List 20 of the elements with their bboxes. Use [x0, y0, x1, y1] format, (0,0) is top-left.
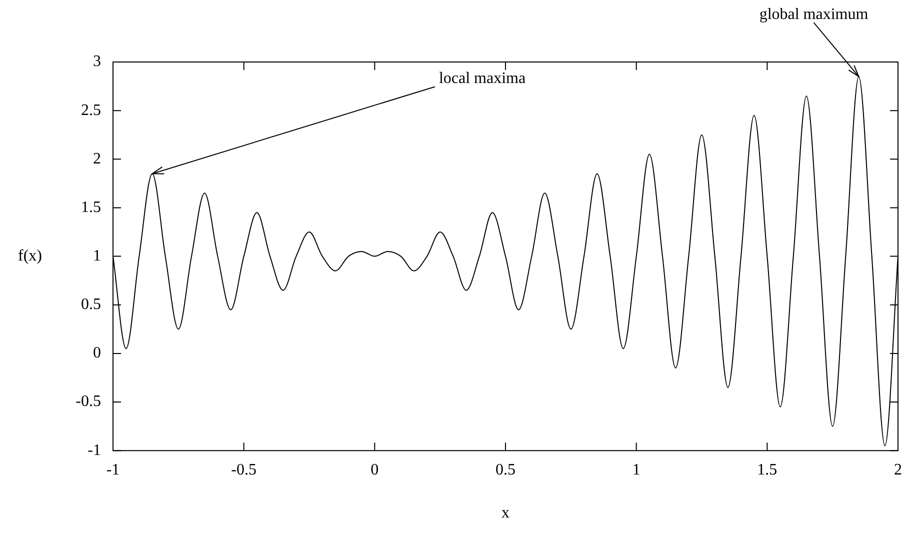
- annotation: global maximum: [759, 6, 869, 23]
- y-tick-label: -0.5: [76, 393, 101, 410]
- y-tick-label: 1: [93, 248, 101, 265]
- x-tick-label: -1: [106, 461, 120, 478]
- y-tick-label: 3: [93, 53, 101, 70]
- y-tick-label: -1: [88, 442, 101, 459]
- y-tick-label: 2: [93, 150, 101, 168]
- x-tick-label: 0: [370, 461, 379, 478]
- y-tick-label: 2.5: [81, 102, 101, 119]
- annotation: local maxima: [438, 70, 526, 87]
- y-tick-label: 1.5: [81, 198, 101, 216]
- x-axis-title: x: [502, 504, 510, 522]
- y-tick-label: 0: [93, 344, 101, 362]
- x-tick-label: -0.5: [231, 461, 256, 478]
- x-tick-label: 1.5: [757, 461, 778, 478]
- y-tick-label: 0.5: [81, 296, 101, 314]
- x-tick-label: 2: [894, 461, 902, 478]
- x-tick-label: 1: [632, 461, 640, 478]
- y-axis-title: f(x): [18, 248, 42, 265]
- x-tick-label: 0.5: [496, 461, 516, 478]
